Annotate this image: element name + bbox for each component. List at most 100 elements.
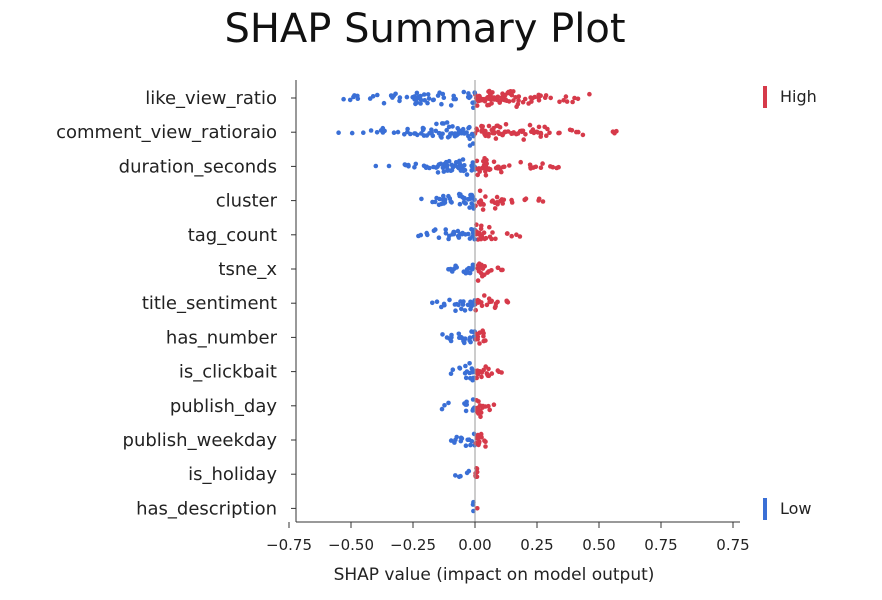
shap-dot <box>500 164 506 170</box>
feature-label-tsne_x: tsne_x <box>218 259 277 280</box>
shap-dot <box>435 170 441 175</box>
feature-label-is_clickbait: is_clickbait <box>179 362 277 383</box>
x-tick-label: 0.75 <box>644 536 677 554</box>
shap-dot <box>454 133 460 138</box>
shap-dot <box>503 122 509 127</box>
shap-dot <box>494 194 500 200</box>
feature-label-has_number: has_number <box>166 327 278 348</box>
shap-dot <box>547 130 552 136</box>
shap-dot <box>499 95 505 100</box>
shap-dot <box>455 164 461 170</box>
dots-is_holiday <box>453 466 480 480</box>
feature-label-is_holiday: is_holiday <box>188 464 277 485</box>
shap-dot <box>486 123 492 129</box>
shap-dot <box>481 331 486 336</box>
shap-dot <box>431 97 437 103</box>
shap-dot <box>478 202 483 207</box>
shap-dot <box>485 372 490 377</box>
shap-dot <box>473 307 479 313</box>
shap-dot <box>444 335 450 340</box>
shap-dot <box>516 98 521 103</box>
shap-dot <box>491 402 497 408</box>
shap-dot <box>492 206 498 211</box>
shap-dot <box>475 263 481 268</box>
shap-dot <box>485 102 490 108</box>
x-tick-label: −0.50 <box>328 536 374 554</box>
legend-high-label: High <box>780 87 817 106</box>
shap-dot <box>540 199 546 204</box>
shap-dot <box>467 270 473 276</box>
shap-dot <box>439 101 444 107</box>
shap-dot <box>483 444 488 449</box>
shap-dot <box>374 130 380 135</box>
shap-dot <box>471 375 476 381</box>
shap-dot <box>470 141 476 146</box>
shap-dot <box>467 370 473 376</box>
shap-dot <box>477 232 483 238</box>
shap-dot <box>402 132 407 137</box>
shap-dot <box>523 132 528 137</box>
shap-dot <box>570 99 575 105</box>
legend: High Low <box>763 86 817 520</box>
shap-dot <box>469 227 474 232</box>
shap-dot <box>413 101 418 107</box>
shap-dot <box>441 301 447 307</box>
shap-dot <box>530 127 536 132</box>
shap-dot <box>481 230 487 235</box>
shap-dot <box>502 92 508 98</box>
shap-dot <box>486 269 492 274</box>
shap-dot <box>470 262 476 268</box>
shap-dot <box>430 133 436 139</box>
shap-dot <box>437 90 442 95</box>
shap-dot <box>516 94 522 99</box>
shap-dot <box>544 133 549 138</box>
shap-dot <box>470 230 476 235</box>
shap-dot <box>464 130 469 135</box>
shap-dot <box>572 95 577 101</box>
shap-dot <box>452 440 457 445</box>
shap-dot <box>554 165 559 171</box>
shap-dot <box>471 105 476 110</box>
shap-dot <box>538 165 544 170</box>
shap-dot <box>479 374 484 380</box>
shap-dot <box>408 131 413 137</box>
shap-dot <box>355 96 361 101</box>
x-tick-label: −0.25 <box>390 536 436 554</box>
shap-dot <box>495 265 501 271</box>
legend-high-marker <box>763 86 767 108</box>
shap-dot <box>543 93 549 98</box>
shap-dot <box>483 194 488 199</box>
shap-dot <box>483 439 488 445</box>
shap-dot <box>462 200 468 206</box>
shap-dot <box>477 369 483 374</box>
shap-dot <box>470 406 476 412</box>
shap-dot <box>352 93 357 98</box>
shap-dot <box>482 293 487 298</box>
shap-dot <box>483 96 489 102</box>
dots-cluster <box>419 188 546 212</box>
shap-dot <box>480 265 486 271</box>
shap-dot <box>514 232 519 237</box>
shap-dot <box>481 338 487 344</box>
shap-dot <box>368 128 374 133</box>
shap-dot <box>488 95 494 100</box>
shap-dot <box>461 299 466 304</box>
shap-dot <box>361 130 366 135</box>
shap-dot <box>419 131 424 136</box>
shap-dot <box>475 166 480 172</box>
shap-dot <box>388 93 394 99</box>
shap-dot <box>418 101 423 106</box>
shap-dot <box>509 92 515 98</box>
shap-dot <box>421 92 427 97</box>
feature-label-tag_count: tag_count <box>188 225 277 246</box>
shap-dot <box>444 120 450 125</box>
shap-dot <box>456 129 462 134</box>
shap-dot <box>461 336 466 342</box>
shap-dot <box>528 95 533 100</box>
shap-dot <box>457 201 463 207</box>
shap-dot <box>487 299 493 305</box>
feature-label-has_description: has_description <box>136 498 277 519</box>
shap-dot <box>468 306 473 312</box>
shap-dot <box>492 305 498 311</box>
shap-dot <box>443 231 449 236</box>
